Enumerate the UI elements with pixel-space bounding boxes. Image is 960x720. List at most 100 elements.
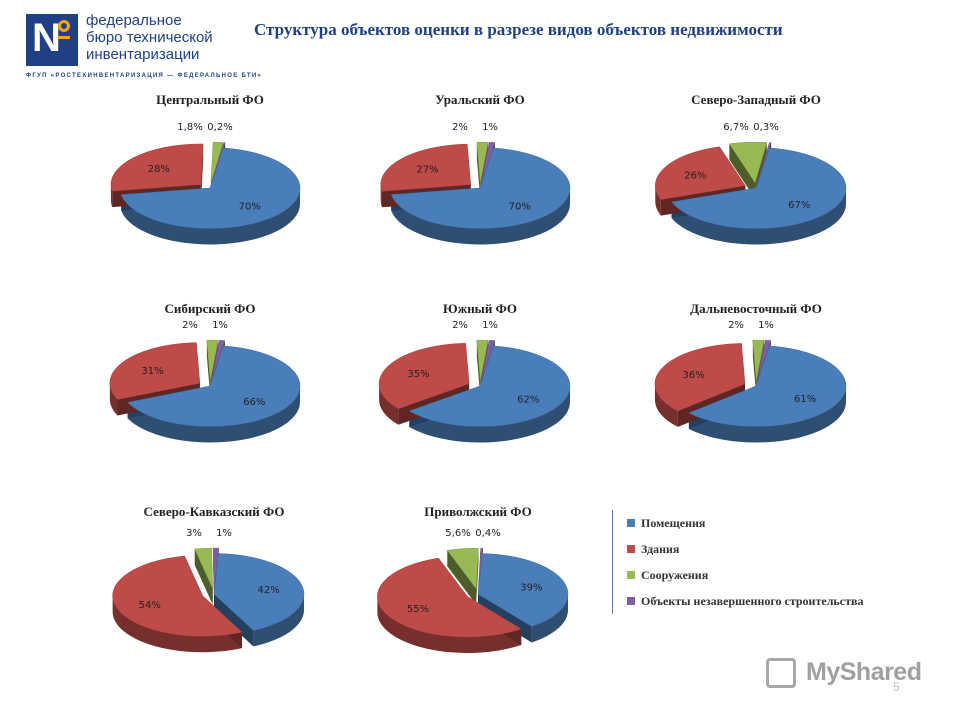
pie-label-structures: 2%	[452, 122, 468, 133]
pie-slice-structures	[446, 547, 479, 590]
pie-edge-structures-0	[729, 143, 756, 199]
logo-subtitle: ФГУП «РОСТЕХИНВЕНТАРИЗАЦИЯ — ФЕДЕРАЛЬНОЕ…	[26, 73, 263, 79]
pie-label-unfinished: 1%	[758, 320, 774, 331]
pie-chart-1: Центральный ФО 70% 28% 1,8% 0,2%	[110, 92, 301, 245]
legend-label-buildings: Здания	[641, 542, 680, 556]
legend-swatch-structures	[627, 571, 635, 579]
pie-title: Северо-Кавказский ФО	[144, 504, 285, 519]
pie-label-premises: 39%	[520, 583, 542, 594]
pie-slice-unfinished	[478, 547, 484, 589]
pie-slice-premises	[127, 345, 301, 427]
pie-label-unfinished: 1%	[216, 528, 232, 539]
pie-side-buildings	[379, 383, 399, 425]
legend-label-structures: Сооружения	[641, 568, 709, 582]
pie-side-premises	[409, 386, 570, 443]
pie-label-structures: 1,8%	[177, 122, 202, 133]
pie-label-unfinished: 1%	[212, 320, 228, 331]
pie-slice-structures	[752, 339, 765, 381]
pie-slice-structures	[206, 339, 219, 381]
pie-label-buildings: 36%	[682, 370, 704, 381]
pie-slice-buildings	[377, 557, 522, 638]
legend-swatch-buildings	[627, 545, 635, 553]
page-number: 5	[893, 680, 900, 694]
pie-chart-5: Южный ФО 62% 35% 2% 1%	[378, 301, 571, 443]
pie-title: Северо-Западный ФО	[691, 92, 821, 107]
logo-line-1: федеральное	[86, 12, 182, 29]
pie-side-premises	[671, 188, 846, 245]
slide-title: Структура объектов оценки в разрезе видо…	[254, 20, 783, 39]
legend-swatch-unfinished	[627, 597, 635, 605]
pie-label-structures: 2%	[452, 320, 468, 331]
pie-label-buildings: 27%	[416, 165, 438, 176]
legend-label-unfinished: Объекты незавершенного строительства	[641, 594, 864, 608]
pie-label-buildings: 31%	[141, 366, 163, 377]
pie-slice-buildings	[112, 555, 243, 637]
fbti-logo: N федеральное бюро технической инвентари…	[26, 12, 286, 84]
pie-edge-structures-0	[752, 340, 757, 397]
pie-slice-unfinished	[211, 340, 226, 381]
numero-logo-icon: N	[26, 14, 78, 66]
myshared-watermark: MyShared	[766, 656, 926, 696]
pie-side-buildings	[654, 383, 678, 427]
pie-slice-buildings	[378, 343, 470, 410]
pie-slice-structures	[210, 141, 224, 183]
pie-side-premises	[531, 594, 568, 643]
pie-side-buildings	[109, 383, 118, 416]
pie-slice-unfinished	[211, 142, 226, 183]
pie-side-buildings	[377, 596, 522, 654]
pie-label-premises: 66%	[243, 397, 265, 408]
pie-side-premises	[121, 188, 300, 245]
legend-label-premises: Помещения	[641, 516, 706, 530]
pie-edge-premises-1	[214, 594, 254, 647]
pie-title: Южный ФО	[443, 301, 517, 316]
pie-slice-premises	[688, 345, 847, 427]
pie-label-structures: 6,7%	[723, 122, 748, 133]
pie-label-buildings: 35%	[407, 369, 429, 380]
pie-label-premises: 61%	[794, 394, 816, 405]
pie-chart-3: Северо-Западный ФО 67% 26% 6,7% 0,3%	[655, 92, 847, 245]
pie-slice-premises	[390, 147, 571, 229]
pie-slice-premises	[408, 345, 571, 427]
pie-label-structures: 2%	[728, 320, 744, 331]
pie-side-premises	[688, 386, 846, 443]
pie-chart-2: Уральский ФО 70% 27% 2% 1%	[380, 92, 571, 245]
pie-label-buildings: 55%	[407, 604, 429, 615]
pie-title: Дальневосточный ФО	[690, 301, 822, 316]
pie-label-buildings: 26%	[684, 170, 706, 181]
pie-side-premises	[391, 188, 570, 245]
watermark-text: MyShared	[806, 658, 922, 686]
pie-slice-structures	[476, 141, 489, 183]
pie-side-buildings	[380, 184, 382, 208]
pie-side-premises	[127, 386, 301, 443]
pie-label-structures: 2%	[182, 320, 198, 331]
pie-edge-structures-0	[206, 340, 211, 397]
legend-swatch-premises	[627, 519, 635, 527]
pie-edge-structures-0	[476, 142, 481, 199]
pie-slice-structures	[476, 339, 489, 381]
pie-label-structures: 5,6%	[445, 528, 470, 539]
pie-slice-unfinished	[757, 142, 772, 183]
pie-title: Центральный ФО	[156, 92, 264, 107]
pie-slice-unfinished	[212, 547, 219, 589]
pie-slice-structures	[728, 141, 768, 184]
pie-label-unfinished: 1%	[482, 320, 498, 331]
pie-label-structures: 3%	[186, 528, 202, 539]
pie-title: Сибирский ФО	[164, 301, 255, 316]
logo-text: федеральное бюро технической инвентариза…	[86, 12, 213, 63]
pie-label-unfinished: 0,3%	[753, 122, 778, 133]
pie-slice-buildings	[655, 146, 746, 200]
logo-line-3: инвентаризации	[86, 46, 200, 63]
pie-label-premises: 42%	[258, 585, 280, 596]
pie-title: Приволжский ФО	[424, 504, 532, 519]
pie-slice-premises	[671, 147, 847, 229]
pie-slice-unfinished	[757, 340, 772, 381]
pie-label-buildings: 54%	[139, 600, 161, 611]
chart-legend: Помещения Здания Сооружения Объекты неза…	[612, 510, 913, 614]
pie-chart-7: Северо-Кавказский ФО 42% 54% 3% 1%	[112, 504, 305, 653]
pie-edge-structures-0	[447, 550, 477, 605]
pie-label-premises: 70%	[509, 202, 531, 213]
pie-label-unfinished: 0,2%	[207, 122, 232, 133]
pie-slice-unfinished	[481, 142, 496, 183]
pie-slice-buildings	[654, 343, 746, 412]
pie-side-premises	[253, 594, 304, 647]
